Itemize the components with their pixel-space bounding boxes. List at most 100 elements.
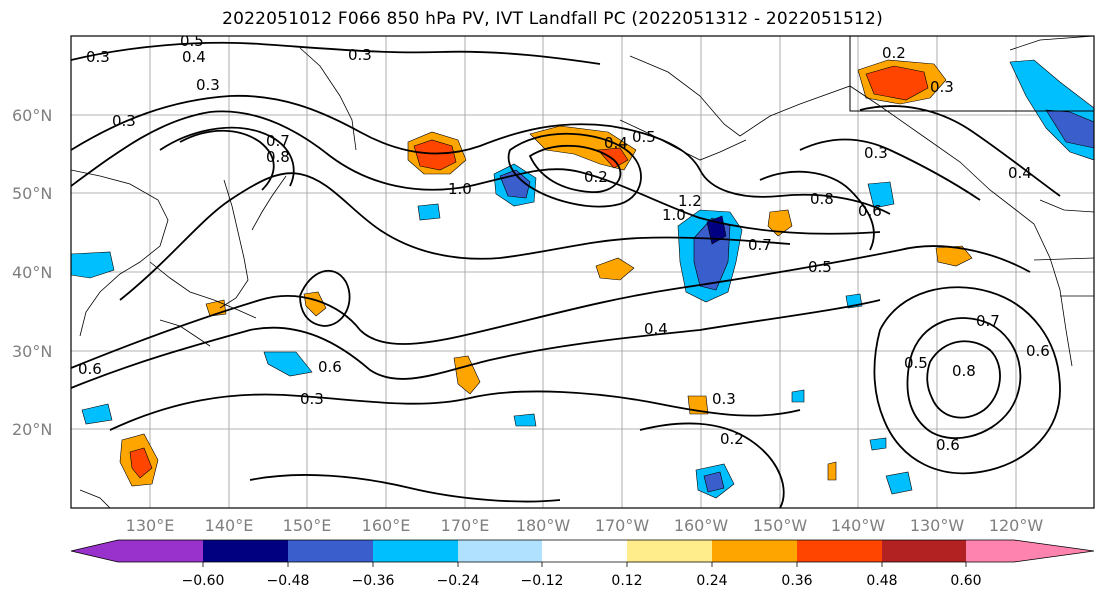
lon-label-160e: 160°E — [362, 516, 411, 535]
contour-label: 0.3 — [712, 390, 736, 408]
latitude-labels: 60°N 50°N 40°N 30°N 20°N — [12, 106, 52, 439]
positive-anomaly-region — [453, 355, 481, 395]
contour-label: 0.2 — [720, 430, 744, 448]
contour-label: 1.0 — [662, 206, 686, 224]
colorbar-tick-label: −0.24 — [437, 573, 480, 589]
colorbar-extend-min — [71, 540, 118, 562]
contour-label: 0.4 — [1008, 164, 1032, 182]
negative-anomaly-region — [71, 251, 115, 279]
contour-label: 0.3 — [864, 144, 888, 162]
contour-label: 0.6 — [1026, 342, 1050, 360]
lon-label-130e: 130°E — [126, 516, 175, 535]
contour-label: 0.7 — [748, 236, 772, 254]
lat-label-30n: 30°N — [12, 342, 52, 361]
negative-anomaly-region — [885, 471, 913, 495]
contour-label: 0.7 — [976, 312, 1000, 330]
positive-anomaly-region — [827, 461, 837, 481]
colorbar: −0.60 −0.48 −0.36 −0.24 −0.12 0.12 0.24 … — [70, 539, 1095, 589]
contour-label: 0.3 — [348, 46, 372, 64]
contour-label: 0.6 — [78, 360, 102, 378]
contour-label: 0.8 — [952, 362, 976, 380]
positive-anomaly-region — [865, 65, 929, 101]
colorbar-tick-label: 0.48 — [866, 573, 897, 589]
negative-anomaly-region — [867, 181, 895, 209]
coastlines — [71, 36, 1094, 508]
contour-label: 0.5 — [808, 258, 832, 276]
contour-label: 0.6 — [936, 436, 960, 454]
pv-contours — [71, 41, 1061, 508]
lon-label-130w: 130°W — [910, 516, 965, 535]
contour-label: 0.2 — [584, 168, 608, 186]
contour-label: 0.3 — [86, 48, 110, 66]
contour-label: 0.4 — [644, 320, 668, 338]
colorbar-segment — [458, 540, 542, 562]
map-title: 2022051012 F066 850 hPa PV, IVT Landfall… — [222, 9, 883, 29]
lon-label-170w: 170°W — [595, 516, 650, 535]
lat-label-20n: 20°N — [12, 420, 52, 439]
positive-anomaly-region — [129, 447, 153, 479]
colorbar-segment — [118, 540, 203, 562]
colorbar-tick-label: −0.60 — [182, 573, 225, 589]
colorbar-outline — [70, 539, 1095, 563]
lon-label-120w: 120°W — [989, 516, 1044, 535]
positive-anomaly-region — [597, 147, 629, 169]
colorbar-segment — [203, 540, 288, 562]
contour-label: 0.5 — [180, 32, 204, 50]
lat-label-40n: 40°N — [12, 263, 52, 282]
contour-label: 0.4 — [182, 48, 206, 66]
negative-anomaly-region — [791, 389, 805, 403]
colorbar-tick-label: 0.60 — [950, 573, 981, 589]
negative-anomaly-region — [703, 471, 725, 493]
contour-labels: 0.3 0.4 0.3 0.5 0.3 0.8 0.7 1.0 0.4 0.5 … — [78, 32, 1050, 454]
negative-anomaly-region — [81, 403, 113, 425]
positive-anomaly-region — [767, 209, 793, 237]
contour-label: 0.5 — [904, 354, 928, 372]
colorbar-segment — [797, 540, 882, 562]
gridlines — [71, 36, 1094, 508]
lon-label-150e: 150°E — [283, 516, 332, 535]
lon-label-170e: 170°E — [441, 516, 490, 535]
contour-label: 0.4 — [604, 134, 628, 152]
colorbar-tick-label: 0.12 — [611, 573, 642, 589]
contour-label: 0.5 — [632, 128, 656, 146]
colorbar-segment — [288, 540, 373, 562]
negative-anomaly-region — [417, 203, 441, 221]
colorbar-segment — [966, 540, 1014, 562]
contour-label: 0.6 — [858, 202, 882, 220]
colorbar-segment — [627, 540, 712, 562]
lat-label-60n: 60°N — [12, 106, 52, 125]
contour-label: 0.3 — [930, 78, 954, 96]
contour-label: 0.8 — [266, 148, 290, 166]
contour-label: 1.2 — [678, 192, 702, 210]
colorbar-tick-label: 0.36 — [781, 573, 812, 589]
contour-label: 0.8 — [810, 190, 834, 208]
colorbar-extend-max — [1014, 540, 1094, 562]
contour-label: 0.3 — [196, 76, 220, 94]
positive-anomaly-region — [413, 139, 457, 171]
negative-anomaly-region — [869, 437, 887, 451]
positive-anomaly-region — [935, 245, 973, 267]
negative-anomaly-region — [1045, 109, 1094, 149]
contour-label: 1.0 — [448, 180, 472, 198]
colorbar-segment — [373, 540, 458, 562]
lon-label-140e: 140°E — [205, 516, 254, 535]
contour-label: 0.3 — [112, 112, 136, 130]
longitude-labels: 130°E 140°E 150°E 160°E 170°E 180°W 170°… — [126, 516, 1044, 535]
positive-anomaly-region — [595, 257, 635, 281]
lon-label-150w: 150°W — [753, 516, 808, 535]
contour-label: 0.3 — [300, 390, 324, 408]
contour-label: 0.6 — [318, 358, 342, 376]
lon-label-180w: 180°W — [516, 516, 571, 535]
colorbar-segment — [542, 540, 627, 562]
colorbar-segment — [712, 540, 797, 562]
contour-label: 0.2 — [882, 44, 906, 62]
lon-label-140w: 140°W — [831, 516, 886, 535]
contour-label: 0.7 — [266, 132, 290, 150]
colorbar-tick-label: −0.48 — [267, 573, 310, 589]
lat-label-50n: 50°N — [12, 184, 52, 203]
map-frame — [70, 35, 1095, 509]
colorbar-tick-label: −0.12 — [521, 573, 564, 589]
colorbar-segment — [882, 540, 966, 562]
negative-anomaly-region — [263, 351, 313, 377]
